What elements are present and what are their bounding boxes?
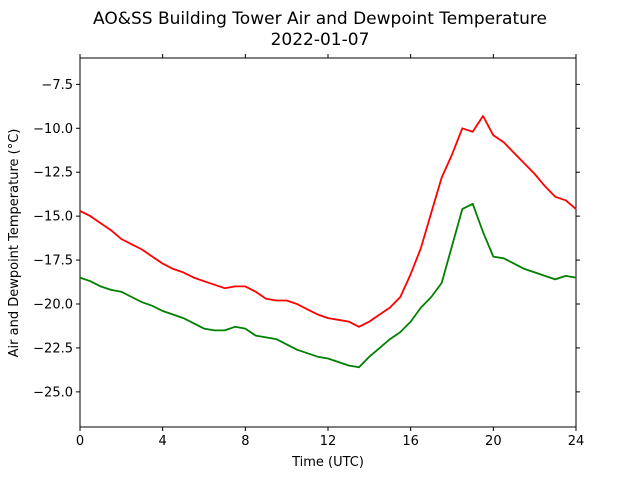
plot-area [79,57,577,428]
y-tick-label-1: −22.5 [33,341,73,356]
y-tick-label-4: −15.0 [33,210,73,225]
y-axis-label: Air and Dewpoint Temperature (°C) [7,129,22,358]
x-tick-label-5: 20 [485,434,502,449]
x-tick-label-2: 8 [241,434,249,449]
series-layer [79,115,577,369]
series-line-0 [79,115,577,328]
x-tick-label-0: 0 [76,434,84,449]
x-tick-label-1: 4 [159,434,167,449]
y-tick-label-2: −20.0 [33,298,73,313]
y-tick-label-5: −12.5 [33,166,73,181]
x-tick-label-4: 16 [402,434,419,449]
x-tick-label-6: 24 [568,434,585,449]
x-axis-label: Time (UTC) [291,455,364,470]
y-tick-label-3: −17.5 [33,254,73,269]
y-tick-label-0: −25.0 [33,385,73,400]
plot-background [80,58,576,427]
x-tick-label-3: 12 [320,434,337,449]
chart-title: AO&SS Building Tower Air and Dewpoint Te… [93,9,547,29]
series-line-1 [79,202,577,369]
chart-subtitle: 2022-01-07 [271,30,370,50]
y-tick-label-7: −7.5 [41,78,73,93]
ticks-layer: 0 4 8 12 16 20 24 −25.0 −22.5 −20.0 −17.5 −15.0 −12.… [33,54,584,449]
y-tick-label-6: −10.0 [33,122,73,137]
